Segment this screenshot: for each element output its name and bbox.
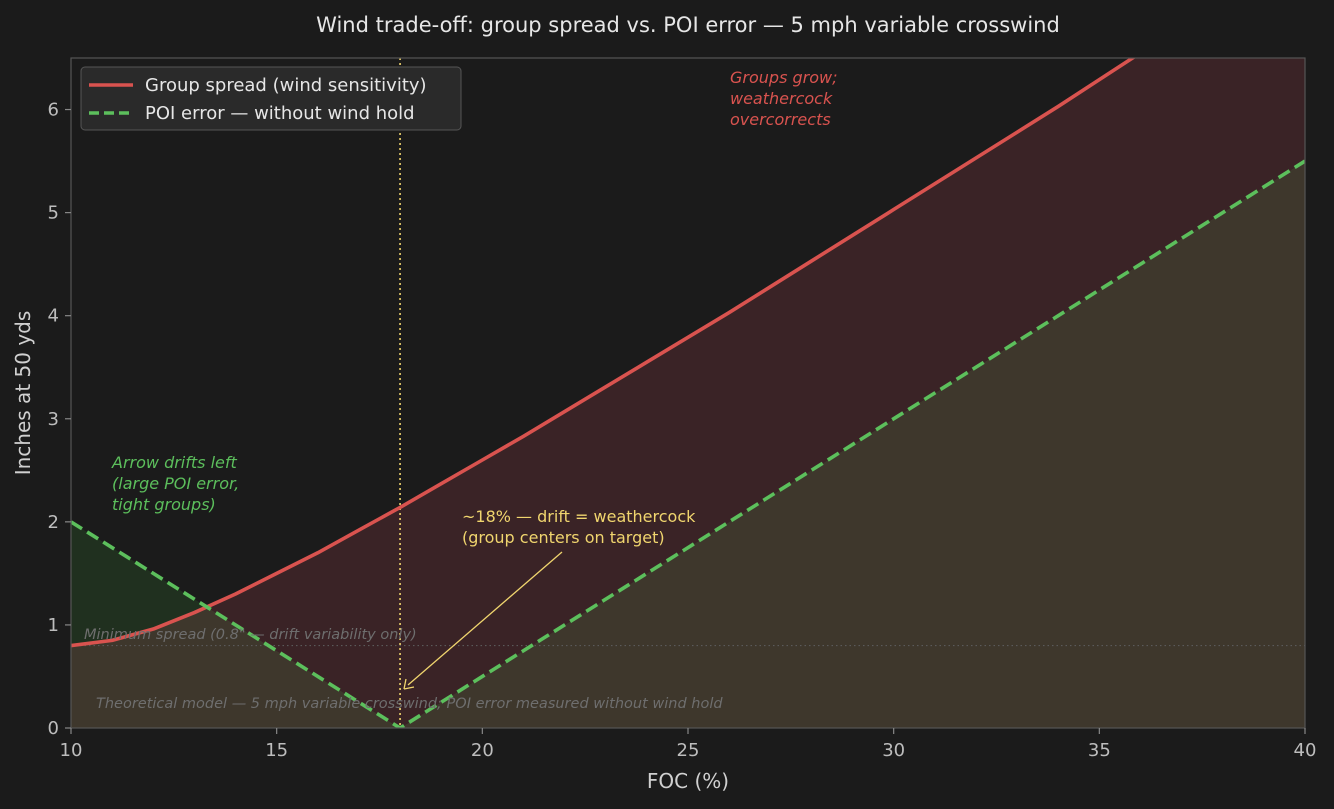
reference-lines	[71, 58, 1305, 728]
series-lines	[71, 58, 1305, 728]
right-annotation-line-3: overcorrects	[730, 110, 831, 129]
y-tick-label: 3	[48, 409, 59, 430]
fill-spread-region	[71, 58, 1305, 728]
y-tick-label: 4	[48, 306, 59, 327]
optimum-arrow-shaft	[407, 551, 563, 686]
y-axis: 0 1 2 3 4 5 6	[48, 100, 71, 739]
fill-regions	[71, 58, 1305, 728]
optimum-arrow-head	[403, 678, 415, 690]
y-tick-label: 2	[48, 512, 59, 533]
right-annotation-line-2: weathercock	[730, 89, 833, 108]
fill-below-curves	[71, 161, 1305, 728]
x-tick-label: 30	[882, 740, 905, 761]
legend-label-poi: POI error — without wind hold	[145, 103, 415, 124]
y-tick-label: 5	[48, 203, 59, 224]
x-tick-label: 15	[265, 740, 288, 761]
annotations: Minimum spread (0.8" — drift variability…	[84, 68, 837, 712]
y-tick-label: 1	[48, 615, 59, 636]
legend-box	[80, 66, 462, 131]
min-spread-label: Minimum spread (0.8" — drift variability…	[84, 627, 417, 643]
x-axis: 10 15 20 25 30 35 40	[60, 728, 1317, 761]
legend-label-spread: Group spread (wind sensitivity)	[145, 75, 427, 96]
left-annotation-line-3: tight groups)	[112, 495, 216, 514]
optimum-annotation-line-1: ~18% — drift = weathercock	[462, 507, 696, 526]
legend: Group spread (wind sensitivity) POI erro…	[80, 66, 462, 131]
x-tick-label: 20	[471, 740, 494, 761]
x-tick-label: 10	[60, 740, 83, 761]
left-annotation-line-2: (large POI error,	[112, 474, 239, 493]
plot-area: Minimum spread (0.8" — drift variability…	[70, 57, 1306, 729]
model-note: Theoretical model — 5 mph variable cross…	[96, 696, 723, 712]
x-axis-label: FOC (%)	[647, 769, 729, 793]
y-axis-label: Inches at 50 yds	[11, 311, 35, 476]
chart-title: Wind trade-off: group spread vs. POI err…	[316, 13, 1060, 37]
x-tick-label: 40	[1294, 740, 1317, 761]
y-tick-label: 0	[48, 718, 59, 739]
optimum-annotation-line-2: (group centers on target)	[462, 528, 665, 547]
y-tick-label: 6	[48, 100, 59, 121]
right-annotation-line-1: Groups grow;	[730, 68, 837, 87]
series-line-group-spread	[71, 58, 1136, 648]
left-annotation-line-1: Arrow drifts left	[111, 453, 237, 472]
x-tick-label: 35	[1088, 740, 1111, 761]
x-tick-label: 25	[677, 740, 700, 761]
